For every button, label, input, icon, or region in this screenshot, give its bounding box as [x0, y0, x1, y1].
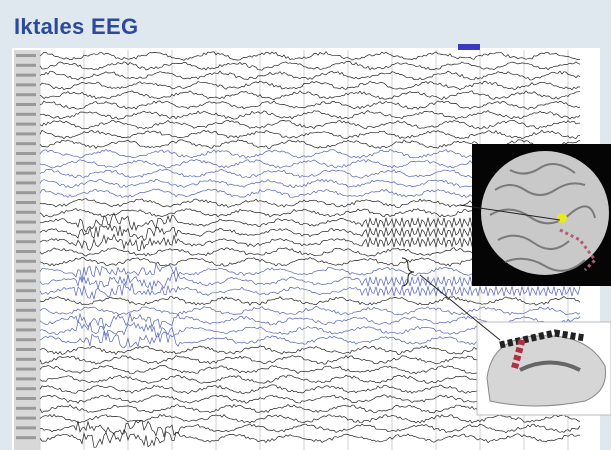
marker	[458, 44, 480, 50]
channel-label	[16, 240, 36, 243]
channel-label	[16, 387, 36, 390]
channel-label	[16, 123, 36, 126]
eeg-figure	[0, 0, 611, 450]
channel-label	[16, 93, 36, 96]
channel-label	[16, 436, 36, 439]
channel-label	[16, 279, 36, 282]
channel-label	[16, 64, 36, 67]
channel-label	[16, 74, 36, 77]
channel-label	[16, 426, 36, 429]
channel-label	[16, 142, 36, 145]
brain-surface-image	[460, 144, 611, 286]
channel-label	[16, 103, 36, 106]
brain	[481, 151, 609, 275]
channel-label	[16, 54, 36, 57]
channel-label	[16, 152, 36, 155]
channel-label	[16, 162, 36, 165]
channel-label	[16, 377, 36, 380]
channel-label	[16, 368, 36, 371]
channel-label	[16, 201, 36, 204]
channel-label	[16, 191, 36, 194]
channel-label	[16, 348, 36, 351]
channel-label	[16, 132, 36, 135]
channel-label	[16, 358, 36, 361]
channel-label	[16, 299, 36, 302]
slide: Iktales EEG	[0, 0, 611, 450]
channel-label	[16, 407, 36, 410]
channel-label	[16, 221, 36, 224]
channel-label	[16, 270, 36, 273]
channel-label	[16, 83, 36, 86]
channel-label	[16, 338, 36, 341]
channel-label	[16, 260, 36, 263]
channel-label	[16, 309, 36, 312]
channel-label	[16, 181, 36, 184]
channel-label	[16, 397, 36, 400]
channel-label	[16, 230, 36, 233]
channel-label	[16, 250, 36, 253]
channel-label	[16, 211, 36, 214]
channel-label	[16, 113, 36, 116]
channel-label	[16, 289, 36, 292]
channel-label	[16, 319, 36, 322]
channel-label	[16, 417, 36, 420]
focus-marker	[557, 213, 567, 223]
channel-label	[16, 328, 36, 331]
channel-label	[16, 172, 36, 175]
